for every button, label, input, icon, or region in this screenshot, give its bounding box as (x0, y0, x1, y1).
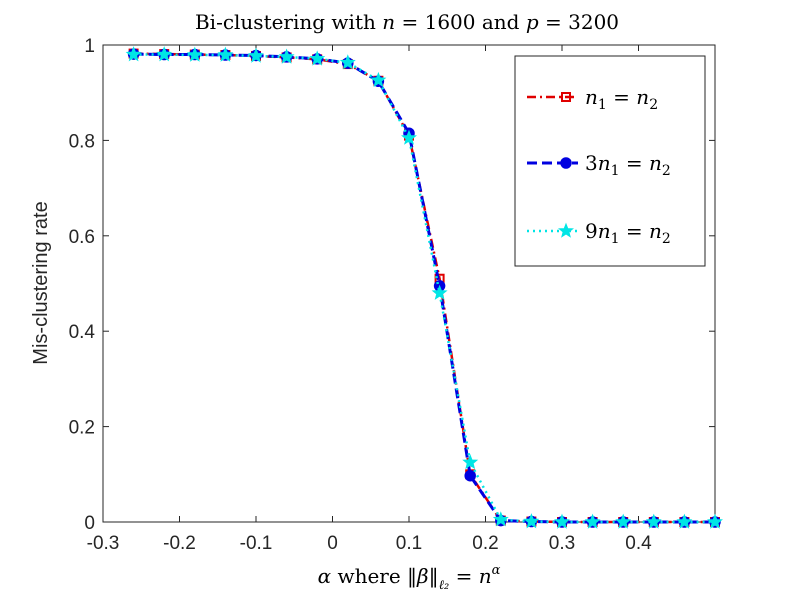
data-point (615, 513, 632, 529)
data-point (464, 469, 476, 482)
x-tick-label: 0.2 (472, 533, 498, 554)
series-3 (125, 46, 723, 529)
legend: n1 = n2 3n1 = n2 9n1 = n2 (514, 55, 706, 267)
legend-marker (560, 157, 572, 169)
data-point (584, 513, 601, 529)
x-tick-label: -0.3 (87, 533, 120, 554)
data-point (676, 513, 693, 529)
data-point (707, 513, 723, 529)
data-point (462, 453, 479, 470)
x-axis-label: α where ‖β‖ℓ₂ = nα (318, 563, 501, 592)
y-tick-label: 0.4 (69, 322, 96, 343)
legend-marker (558, 222, 574, 238)
data-point (554, 513, 570, 529)
data-point (125, 46, 142, 62)
y-tick-label: 0.6 (69, 227, 95, 248)
data-point (401, 129, 417, 145)
legend-item-3: 9n1 = n2 (527, 219, 671, 247)
chart-title: Bi-clustering with n = 1600 and p = 3200 (195, 10, 619, 34)
y-tick-label: 0 (84, 513, 95, 534)
data-point (370, 71, 387, 88)
data-point (156, 46, 173, 62)
x-tick-label: -0.2 (163, 533, 196, 554)
x-tick-label: 0.4 (625, 533, 652, 554)
data-point (645, 513, 662, 529)
data-point (186, 46, 203, 62)
y-tick-label: 0.2 (69, 418, 95, 439)
data-point (217, 46, 234, 62)
legend-label: 3n1 = n2 (585, 151, 671, 179)
data-point (248, 47, 264, 63)
data-point (431, 284, 448, 300)
legend-box (514, 55, 706, 267)
data-point (339, 54, 356, 70)
legend-label: n1 = n2 (585, 85, 658, 113)
legend-item-2: 3n1 = n2 (527, 151, 671, 179)
x-tick-label: 0 (327, 533, 338, 554)
series-line (133, 53, 715, 524)
data-point (278, 48, 295, 64)
x-tick-label: 0.1 (396, 533, 422, 554)
y-axis-label: Mis-clustering rate (30, 201, 52, 364)
legend-item-1: n1 = n2 (527, 85, 658, 113)
y-tick-label: 0.8 (69, 131, 95, 152)
data-point (492, 511, 509, 527)
data-point (309, 50, 326, 66)
data-point (523, 513, 540, 529)
legend-label: 9n1 = n2 (585, 219, 671, 247)
x-tick-label: 0.3 (549, 533, 575, 554)
x-tick-label: -0.1 (240, 533, 273, 554)
series-layer (125, 46, 723, 529)
y-tick-label: 1 (84, 36, 95, 57)
legend-marker (561, 92, 571, 102)
axis-ticks: -0.3 -0.2 -0.1 0 0.1 0.2 0.3 0.4 0 0.2 0.4 0.6 0.8 1 (69, 36, 715, 554)
